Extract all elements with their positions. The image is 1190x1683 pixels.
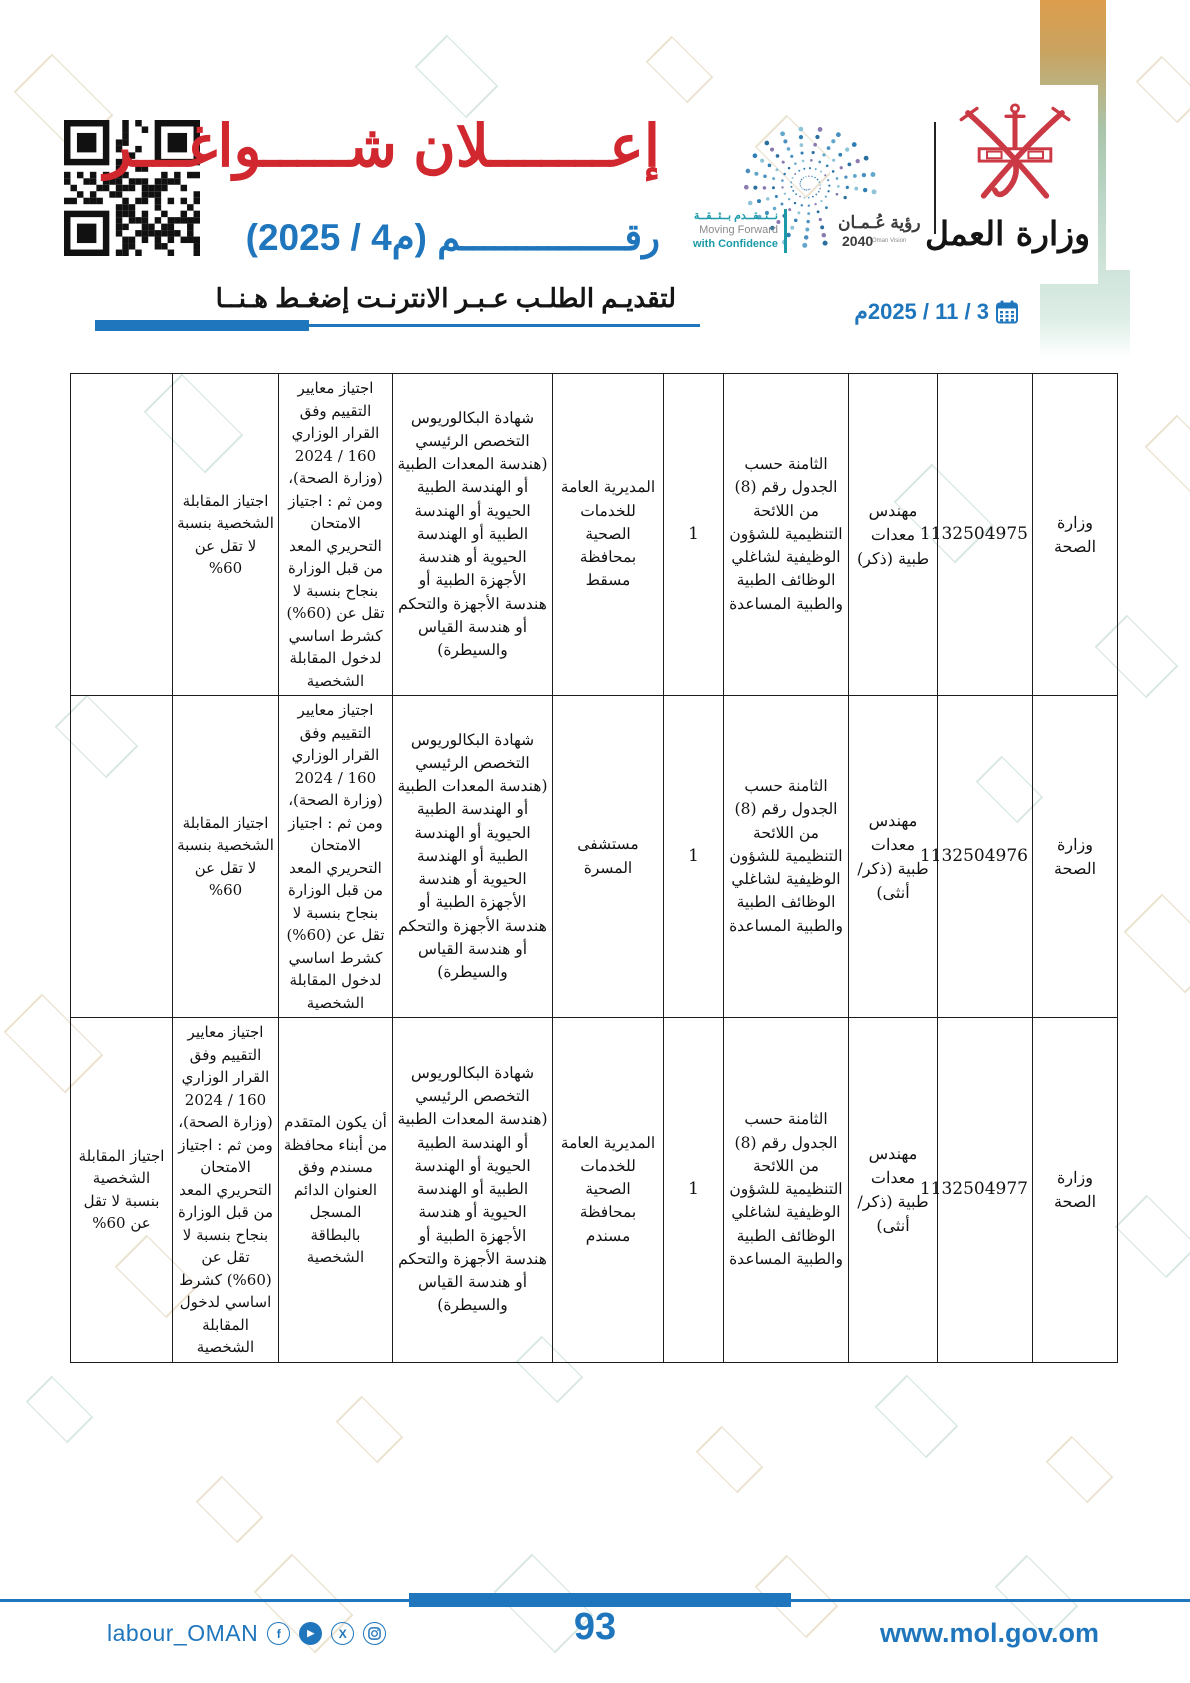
table-row: وزارة الصحة 1132504977 مهندس معدات طبية … — [70, 1017, 1118, 1363]
cell-count: 1 — [663, 695, 724, 1018]
vision-tagline: نــتــقــدم بــثــقــة Moving Forward wi… — [690, 210, 778, 251]
cell-job-title: مهندس معدات طبية (ذكر/أنثى) — [848, 1017, 938, 1363]
ministry-of-labour-logo: وزارة العمل — [925, 95, 1090, 253]
cell-condition-2: اجتياز معايير التقييم وفق القرار الوزاري… — [172, 1017, 279, 1363]
vision-tagline-en2: with Confidence — [693, 237, 778, 250]
footer-rule-bar — [409, 1593, 791, 1607]
cell-grade: الثامنة حسب الجدول رقم (8) من اللائحة ال… — [723, 1017, 849, 1363]
corner-gradient-fade — [1040, 270, 1130, 358]
x-twitter-icon[interactable]: X — [331, 1622, 355, 1645]
qr-code[interactable] — [64, 120, 200, 256]
cell-workplace: المديرية العامة للخدمات الصحية بمحافظة م… — [552, 373, 664, 696]
vision-sub-en: Oman Vision — [872, 238, 907, 244]
pattern-diamond — [645, 35, 714, 104]
pattern-diamond — [25, 1375, 94, 1444]
cell-vacancy-number: 1132504976 — [920, 695, 1033, 1018]
ministry-name: وزارة العمل — [925, 214, 1090, 253]
cell-condition-2: اجتياز المقابلة الشخصية بنسبة لا تقل عن … — [172, 373, 279, 696]
cell-condition-1: اجتياز معايير التقييم وفق القرار الوزاري… — [278, 373, 393, 696]
announcement-number: رقـــــــــــــــم (م4 / 2025) — [245, 217, 660, 258]
pattern-diamond — [414, 34, 499, 119]
vision-tagline-ar: نــتــقــدم بــثــقــة — [693, 210, 778, 222]
cell-ministry: وزارة الصحة — [1032, 1017, 1118, 1363]
cell-ministry: وزارة الصحة — [1032, 695, 1118, 1018]
cell-qualification: شهادة البكالوريوس التخصص الرئيسي (هندسة … — [392, 695, 553, 1018]
header-rule-bar — [95, 320, 309, 331]
cell-qualification: شهادة البكالوريوس التخصص الرئيسي (هندسة … — [392, 1017, 553, 1363]
pattern-diamond — [1135, 55, 1190, 124]
vacancies-table: وزارة الصحة 1132504975 مهندس معدات طبية … — [70, 373, 1118, 1363]
pattern-diamond — [695, 1425, 764, 1494]
cell-condition-3 — [70, 373, 173, 696]
social-handle[interactable]: labour_OMAN — [107, 1620, 259, 1646]
cell-condition-3 — [70, 695, 173, 1018]
page-number: 93 — [573, 1606, 617, 1648]
pattern-diamond — [335, 1395, 404, 1464]
cell-grade: الثامنة حسب الجدول رقم (8) من اللائحة ال… — [723, 695, 849, 1018]
cell-job-title: مهندس معدات طبية (ذكر/أنثى) — [848, 695, 938, 1018]
pattern-diamond — [1114, 1194, 1190, 1279]
social-links: labour_OMAN f ▶ X — [107, 1620, 387, 1647]
cell-vacancy-number: 1132504975 — [920, 373, 1033, 696]
cell-vacancy-number: 1132504977 — [920, 1017, 1033, 1363]
facebook-icon[interactable]: f — [267, 1622, 291, 1645]
cell-workplace: المديرية العامة للخدمات الصحية بمحافظة م… — [552, 1017, 664, 1363]
oman-emblem-icon — [959, 103, 1071, 199]
pattern-diamond — [1045, 1435, 1114, 1504]
announcement-date: 3 / 11 / 2025م — [854, 299, 1018, 325]
pattern-diamond — [874, 1374, 959, 1459]
vision-name-ar: رؤية عُـمـان — [838, 213, 921, 232]
cell-qualification: شهادة البكالوريوس التخصص الرئيسي (هندسة … — [392, 373, 553, 696]
table-row: وزارة الصحة 1132504975 مهندس معدات طبية … — [70, 373, 1118, 696]
cell-condition-1: اجتياز معايير التقييم وفق القرار الوزاري… — [278, 695, 393, 1018]
cell-condition-1: أن يكون المتقدم من أبناء محافظة مسندم وف… — [278, 1017, 393, 1363]
cell-workplace: مستشفى المسرة — [552, 695, 664, 1018]
cell-condition-2: اجتياز المقابلة الشخصية بنسبة لا تقل عن … — [172, 695, 279, 1018]
cell-count: 1 — [663, 373, 724, 696]
vision-2040-logo: نــتــقــدم بــثــقــة Moving Forward wi… — [690, 105, 940, 275]
youtube-icon[interactable]: ▶ — [299, 1622, 323, 1645]
date-text: 3 / 11 / 2025م — [854, 299, 989, 324]
cell-count: 1 — [663, 1017, 724, 1363]
pattern-diamond — [1123, 893, 1190, 994]
apply-online-link[interactable]: لتقديـم الطلـب عـبـر الانترنـت إضغـط هـن… — [215, 283, 676, 313]
vision-year: 2040 — [842, 233, 874, 249]
vision-2040-swirl — [743, 126, 877, 248]
cell-condition-3: اجتياز المقابلة الشخصية بنسبة لا تقل عن … — [70, 1017, 173, 1363]
table-row: وزارة الصحة 1132504976 مهندس معدات طبية … — [70, 695, 1118, 1018]
calendar-icon — [996, 300, 1018, 324]
website-link[interactable]: www.mol.gov.om — [879, 1618, 1099, 1648]
logo-separator-line — [934, 122, 936, 234]
instagram-glyph — [368, 1627, 382, 1640]
vision-tagline-en1: Moving Forward — [699, 223, 778, 236]
instagram-icon[interactable] — [363, 1622, 387, 1645]
cell-grade: الثامنة حسب الجدول رقم (8) من اللائحة ال… — [723, 373, 849, 696]
header-rule-line — [309, 324, 700, 327]
page-title: إعـــــــلان شـــــواغـــر — [104, 114, 660, 179]
pattern-diamond — [1144, 414, 1190, 499]
pattern-diamond — [195, 1475, 264, 1544]
vision-tagline-divider — [784, 209, 787, 253]
cell-ministry: وزارة الصحة — [1032, 373, 1118, 696]
